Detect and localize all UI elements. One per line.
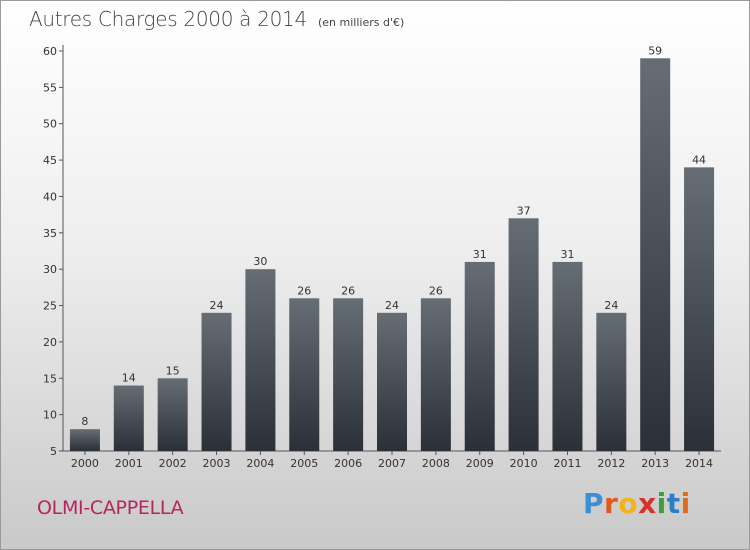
x-tick-label: 2013 <box>641 457 669 470</box>
y-tick-label: 20 <box>43 336 57 349</box>
x-tick-label: 2004 <box>246 457 274 470</box>
bar <box>377 312 407 451</box>
bar <box>640 58 671 451</box>
bar <box>113 385 144 451</box>
bar-value-label: 24 <box>210 299 224 312</box>
x-tick-label: 2009 <box>466 457 494 470</box>
bar <box>333 298 364 451</box>
bar-value-label: 31 <box>473 248 487 261</box>
logo-letter: i <box>680 487 691 520</box>
logo-letter: x <box>638 487 657 520</box>
y-tick-label: 35 <box>43 227 57 240</box>
x-tick-label: 2011 <box>553 457 581 470</box>
bar-labels: 8 14 15 24 30 26 26 24 26 31 37 31 24 59 44 <box>81 44 706 428</box>
proxiti-logo[interactable]: Proxiti <box>583 487 691 520</box>
logo-letter: t <box>666 487 681 520</box>
y-tick-label: 55 <box>43 81 57 94</box>
x-tick-label: 2005 <box>290 457 318 470</box>
bar-value-label: 14 <box>122 372 136 385</box>
bar <box>420 298 451 451</box>
x-tick-label: 2000 <box>71 457 99 470</box>
x-tick-label: 2006 <box>334 457 362 470</box>
x-tick-label: 2012 <box>597 457 625 470</box>
chart-title-text: Autres Charges 2000 à 2014 <box>29 7 307 31</box>
bar <box>289 298 320 451</box>
y-tick-label: 5 <box>50 445 57 458</box>
x-tick-label: 2007 <box>378 457 406 470</box>
bar-value-label: 37 <box>517 204 531 217</box>
bar-value-label: 24 <box>604 299 618 312</box>
bar-value-label: 30 <box>253 255 267 268</box>
bar-value-label: 26 <box>429 284 443 297</box>
bars <box>69 58 715 451</box>
bar-value-label: 8 <box>81 415 88 428</box>
logo-letter: i <box>656 487 667 520</box>
bar <box>508 218 539 451</box>
y-tick-label: 30 <box>43 263 57 276</box>
y-tick-label: 25 <box>43 300 57 313</box>
x-tick-label: 2010 <box>510 457 538 470</box>
bar-value-label: 59 <box>648 44 662 57</box>
bar-value-label: 26 <box>341 284 355 297</box>
x-tick-label: 2008 <box>422 457 450 470</box>
bar <box>596 312 627 451</box>
chart-title: Autres Charges 2000 à 2014 (en milliers … <box>29 7 404 31</box>
bar-value-label: 26 <box>297 284 311 297</box>
bar <box>69 429 100 451</box>
axes: 5 10 15 20 25 30 35 40 45 50 55 60 2000 2001 2002 2003 2… <box>43 45 721 470</box>
bar <box>684 167 715 451</box>
y-tick-label: 50 <box>43 118 57 131</box>
logo-letter: o <box>618 487 639 520</box>
logo-letter: r <box>604 487 619 520</box>
bar-value-label: 24 <box>385 299 399 312</box>
x-tick-label: 2002 <box>159 457 187 470</box>
x-tick-label: 2003 <box>203 457 231 470</box>
x-tick-label: 2014 <box>685 457 713 470</box>
y-tick-label: 45 <box>43 154 57 167</box>
y-tick-label: 40 <box>43 190 57 203</box>
x-tick-label: 2001 <box>115 457 143 470</box>
bar <box>464 261 495 451</box>
logo-letter: P <box>583 487 605 520</box>
y-tick-label: 15 <box>43 372 57 385</box>
city-name: OLMI-CAPPELLA <box>37 497 184 519</box>
bar-value-label: 44 <box>692 153 706 166</box>
chart-unit-text: (en milliers d'€) <box>317 16 405 29</box>
bar-value-label: 31 <box>560 248 574 261</box>
bar <box>245 269 276 451</box>
y-tick-label: 10 <box>43 409 57 422</box>
y-tick-label: 60 <box>43 45 57 58</box>
bar <box>552 261 583 451</box>
bar <box>201 312 232 451</box>
bar-value-label: 15 <box>166 364 180 377</box>
bar <box>157 378 188 451</box>
